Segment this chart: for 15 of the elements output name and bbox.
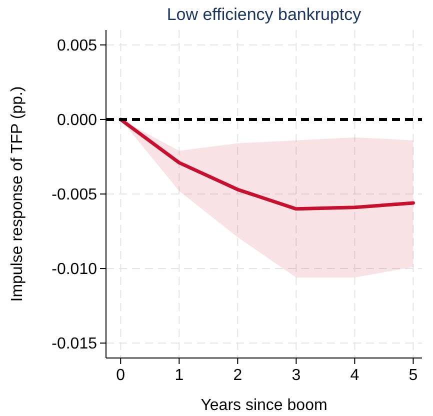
line-series [118,118,415,211]
y-tick-label: -0.005 [52,186,98,204]
y-tick-label: 0.000 [56,112,98,130]
x-tick-label: 1 [174,367,184,384]
y-tick-label: -0.015 [52,336,98,353]
x-tick-label: 2 [233,367,242,384]
x-tick-label: 5 [408,367,418,384]
y-tick-label: -0.010 [52,261,98,278]
x-axis-title: Years since boom [200,397,328,414]
y-axis-title: Impulse response of TFP (pp.) [9,86,26,302]
x-tick-label: 0 [116,367,126,384]
x-tick-label: 3 [292,367,301,384]
chart-title: Low efficiency bankruptcy [166,5,362,24]
y-tick-label: 0.005 [56,38,98,55]
x-tick-label: 4 [350,367,360,384]
